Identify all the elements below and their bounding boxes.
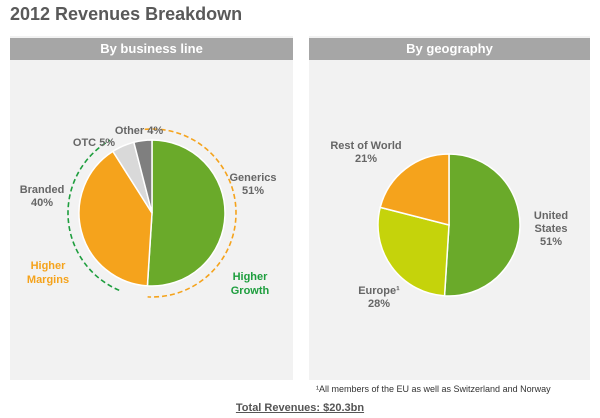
slice-label: Branded 40%: [12, 184, 72, 210]
footnote: ¹All members of the EU as well as Switze…: [316, 384, 551, 394]
pie-slice: [146, 139, 226, 287]
category-name: Rest of World: [330, 140, 402, 152]
pie-slice: [443, 153, 521, 297]
category-name: OTC: [72, 137, 97, 149]
pie-slice: [379, 153, 450, 226]
page-title: 2012 Revenues Breakdown: [10, 4, 243, 24]
slice-label: United States 51%: [526, 210, 576, 249]
value-label: 21%: [354, 153, 378, 165]
dashed-ring: [144, 128, 237, 298]
category-name: Branded: [19, 184, 65, 196]
value-label: 4%: [147, 125, 164, 137]
pie-slice: [132, 139, 153, 214]
value-label: 28%: [367, 298, 391, 310]
slice-label: Generics 51%: [223, 172, 283, 198]
panel-header: By geography: [309, 38, 590, 60]
value-label: 5%: [99, 137, 116, 149]
category-name: United States: [533, 210, 569, 235]
dashed-ring: [67, 139, 120, 292]
category-name: Europe¹: [358, 285, 400, 297]
panel-header: By business line: [10, 38, 293, 60]
slice-label: Rest of World 21%: [326, 140, 406, 166]
pie-slice: [377, 206, 450, 297]
slice-label: OTC 5%: [64, 137, 124, 150]
category-name: Other: [114, 125, 145, 137]
slice-label: Other 4%: [109, 125, 169, 138]
category-name: Generics: [229, 172, 277, 184]
total-revenues: Total Revenues: $20.3bn: [235, 402, 365, 414]
value-label: 40%: [30, 197, 54, 209]
value-label: 51%: [539, 236, 563, 248]
value-label: 51%: [241, 185, 265, 197]
annotation: Higher Growth: [230, 271, 270, 297]
slice-label: Europe¹ 28%: [349, 285, 409, 311]
annotation: Higher Margins: [26, 260, 70, 286]
